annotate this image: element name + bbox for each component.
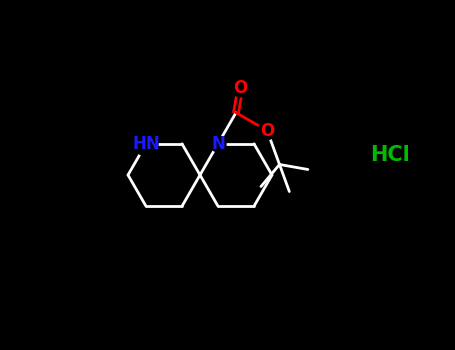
Text: O: O — [260, 122, 274, 140]
Circle shape — [258, 122, 276, 140]
Text: HCl: HCl — [370, 145, 410, 165]
Circle shape — [232, 79, 249, 97]
Text: N: N — [211, 135, 225, 153]
Circle shape — [210, 136, 226, 152]
Text: HN: HN — [132, 135, 160, 153]
Text: O: O — [233, 79, 248, 97]
Circle shape — [134, 132, 158, 156]
